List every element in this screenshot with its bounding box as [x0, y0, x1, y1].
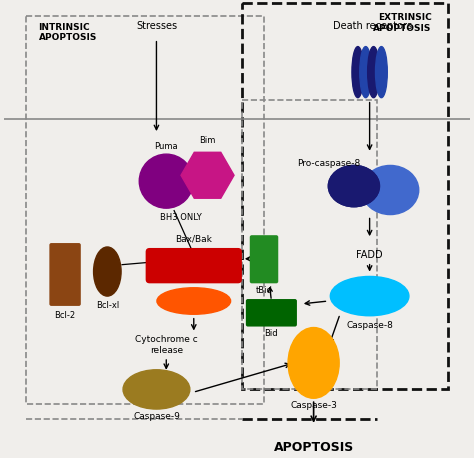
Ellipse shape	[360, 47, 372, 98]
Ellipse shape	[375, 47, 387, 98]
Text: EXTRINSIC
APOPTOSIS: EXTRINSIC APOPTOSIS	[373, 13, 431, 33]
FancyBboxPatch shape	[49, 243, 81, 306]
Ellipse shape	[123, 370, 190, 409]
FancyBboxPatch shape	[246, 299, 297, 327]
Text: tBid: tBid	[256, 286, 273, 295]
Text: Death receptors: Death receptors	[333, 21, 412, 31]
Bar	[242, 3, 448, 389]
Ellipse shape	[157, 288, 231, 314]
Text: APOPTOSIS: APOPTOSIS	[273, 442, 354, 454]
Text: Bcl-2: Bcl-2	[55, 311, 76, 320]
Ellipse shape	[288, 327, 339, 398]
Text: Cytochrome c
release: Cytochrome c release	[135, 335, 198, 355]
Text: Stresses: Stresses	[136, 21, 177, 31]
Text: Bax/Bak: Bax/Bak	[175, 234, 212, 243]
Ellipse shape	[368, 47, 380, 98]
Text: Bim: Bim	[200, 136, 216, 145]
Text: Bid: Bid	[264, 328, 278, 338]
Polygon shape	[181, 153, 234, 198]
Ellipse shape	[352, 47, 364, 98]
Text: Bcl-xl: Bcl-xl	[96, 301, 119, 310]
Text: Puma: Puma	[155, 142, 178, 151]
Ellipse shape	[330, 277, 409, 316]
Text: Caspase-9: Caspase-9	[133, 412, 180, 421]
Ellipse shape	[93, 247, 121, 296]
Ellipse shape	[362, 165, 419, 214]
Text: Caspase-3: Caspase-3	[290, 401, 337, 410]
Text: BH3 ONLY: BH3 ONLY	[160, 213, 202, 222]
Text: Pro-caspase-8: Pro-caspase-8	[297, 158, 360, 168]
Ellipse shape	[328, 165, 380, 207]
FancyBboxPatch shape	[146, 248, 242, 284]
FancyBboxPatch shape	[250, 235, 278, 284]
Text: Caspase-8: Caspase-8	[346, 321, 393, 330]
Bar	[242, 100, 377, 389]
Text: INTRINSIC
APOPTOSIS: INTRINSIC APOPTOSIS	[38, 23, 97, 43]
Text: FADD: FADD	[356, 250, 383, 260]
Ellipse shape	[139, 154, 193, 208]
